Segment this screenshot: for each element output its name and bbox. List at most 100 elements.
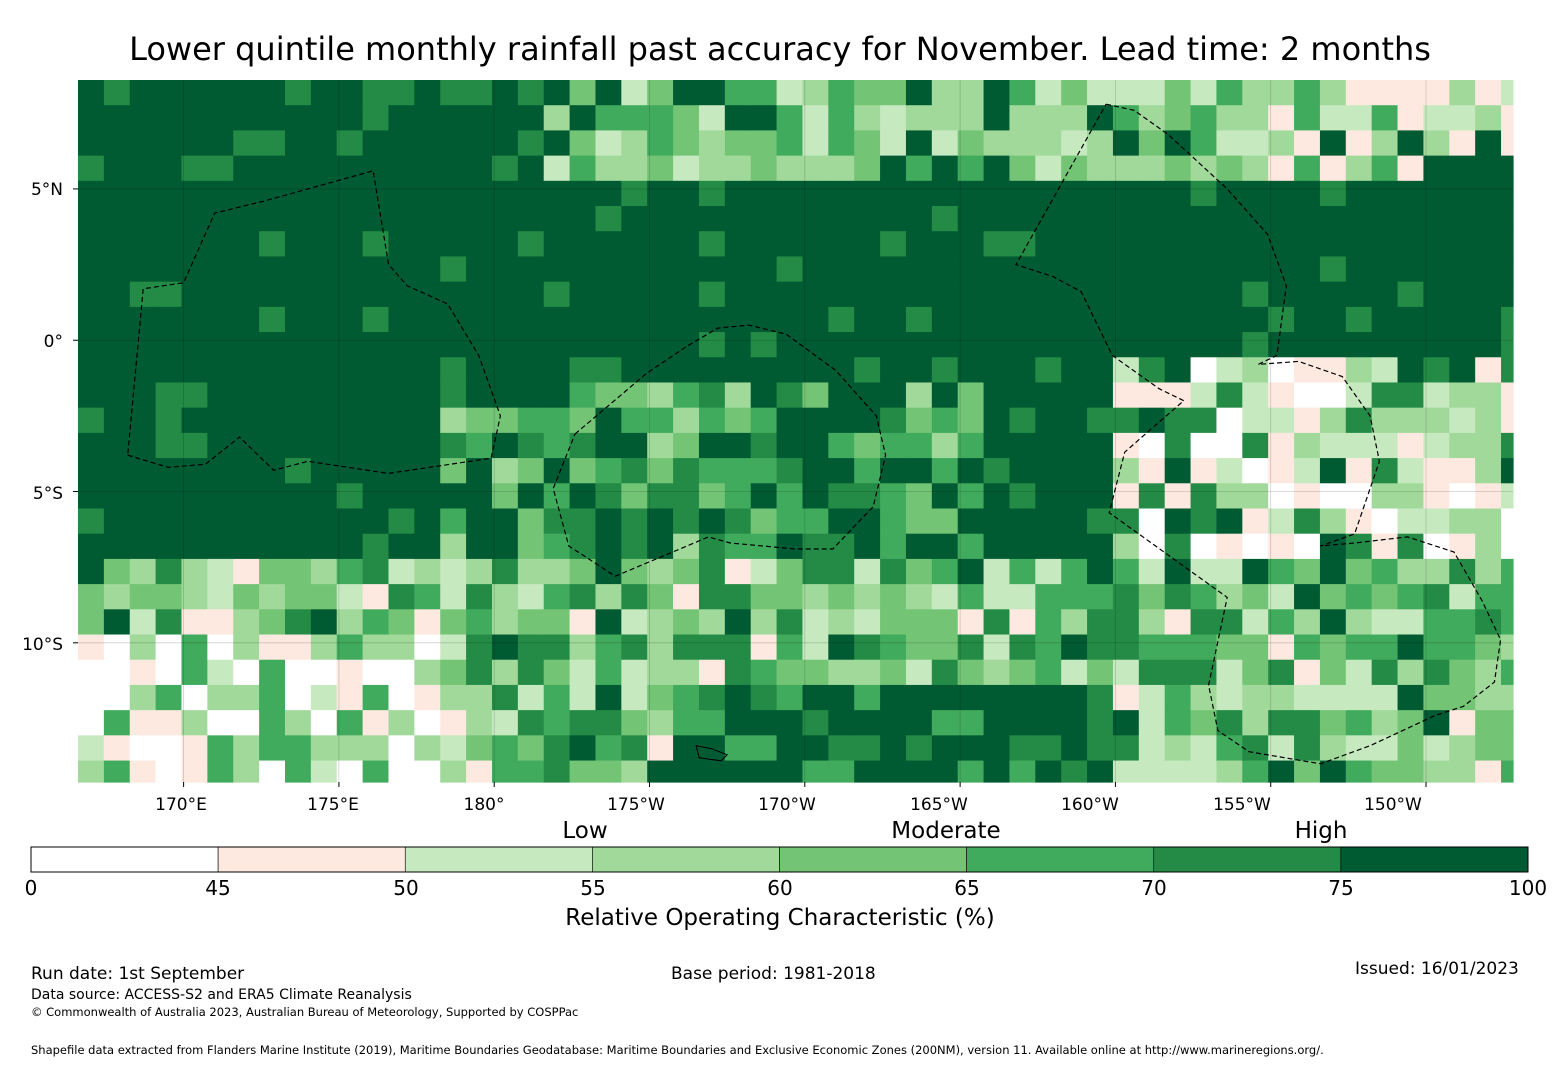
grid-cell	[698, 231, 726, 258]
grid-cell	[78, 80, 105, 106]
grid-cell	[336, 760, 364, 783]
grid-cell	[284, 760, 312, 783]
grid-cell	[1190, 281, 1218, 308]
grid-cell	[310, 306, 338, 333]
grid-cell	[233, 458, 260, 484]
grid-cell	[466, 533, 493, 560]
grid-cell	[1268, 180, 1295, 207]
grid-cell	[1061, 231, 1088, 258]
grid-cell	[155, 155, 183, 182]
grid-cell	[1268, 357, 1295, 384]
grid-cell	[1009, 659, 1036, 686]
grid-cell	[181, 231, 208, 258]
grid-cell	[362, 710, 390, 736]
grid-cell	[362, 609, 390, 636]
grid-cell	[181, 483, 208, 510]
grid-cell	[1345, 155, 1373, 182]
grid-cell	[1164, 710, 1192, 736]
grid-cell	[957, 710, 985, 736]
grid-cell	[905, 155, 933, 182]
grid-cell	[336, 508, 364, 535]
grid-cell	[698, 80, 726, 106]
grid-cell	[1294, 105, 1321, 132]
grid-cell	[259, 760, 286, 783]
grid-cell	[466, 80, 493, 106]
grid-cell	[880, 684, 907, 711]
grid-cell	[336, 584, 364, 610]
grid-cell	[1009, 382, 1036, 409]
grid-cell	[310, 558, 338, 585]
grid-cell	[155, 256, 183, 283]
grid-cell	[1319, 80, 1347, 106]
grid-cell	[931, 80, 959, 106]
grid-cell	[78, 659, 105, 686]
grid-cell	[1190, 180, 1218, 207]
grid-cell	[388, 155, 415, 182]
grid-cell	[802, 710, 829, 736]
grid-cell	[1009, 80, 1036, 106]
grid-cell	[1035, 155, 1062, 182]
grid-cell	[724, 634, 752, 661]
grid-cell	[1164, 231, 1192, 258]
grid-cell	[1087, 458, 1114, 484]
grid-cell	[880, 231, 907, 258]
grid-cell	[1190, 256, 1218, 283]
grid-cell	[336, 558, 364, 585]
grid-cell	[1319, 584, 1347, 610]
grid-cell	[233, 382, 260, 409]
grid-cell	[569, 634, 597, 661]
grid-cell	[1087, 332, 1114, 358]
grid-cell	[1138, 659, 1166, 686]
grid-cell	[284, 533, 312, 560]
grid-cell	[647, 458, 674, 484]
grid-cell	[647, 432, 674, 459]
grid-cell	[310, 609, 338, 636]
grid-cell	[233, 332, 260, 358]
grid-cell	[362, 382, 390, 409]
grid-cell	[1294, 710, 1321, 736]
grid-cell	[181, 306, 208, 333]
grid-cell	[1319, 306, 1347, 333]
grid-cell	[181, 533, 208, 560]
grid-cell	[310, 130, 338, 157]
grid-cell	[129, 306, 157, 333]
grid-cell	[724, 458, 752, 484]
grid-cell	[284, 483, 312, 510]
grid-cell	[1242, 533, 1269, 560]
grid-cell	[259, 432, 286, 459]
grid-cell	[1087, 558, 1114, 585]
grid-cell	[1009, 609, 1036, 636]
grid-cell	[103, 231, 131, 258]
grid-cell	[1268, 382, 1295, 409]
grid-cell	[103, 710, 131, 736]
grid-cell	[854, 584, 881, 610]
grid-cell	[1319, 155, 1347, 182]
grid-cell	[1268, 332, 1295, 358]
grid-cell	[103, 483, 131, 510]
grid-cell	[595, 760, 622, 783]
grid-cell	[1087, 684, 1114, 711]
grid-cell	[957, 684, 985, 711]
grid-cell	[1087, 256, 1114, 283]
grid-cell	[1242, 281, 1269, 308]
grid-cell	[181, 584, 208, 610]
grid-cell	[698, 558, 726, 585]
grid-cell	[595, 382, 622, 409]
grid-cell	[362, 483, 390, 510]
grid-cell	[517, 130, 545, 157]
grid-cell	[181, 634, 208, 661]
grid-cell	[181, 382, 208, 409]
grid-cell	[1319, 382, 1347, 409]
grid-cell	[750, 407, 778, 434]
grid-cell	[1112, 710, 1140, 736]
grid-cell	[466, 256, 493, 283]
grid-cell	[1009, 155, 1036, 182]
grid-cell	[440, 684, 467, 711]
grid-cell	[1190, 105, 1218, 132]
grid-cell	[1242, 231, 1269, 258]
grid-cell	[362, 684, 390, 711]
grid-cell	[1087, 432, 1114, 459]
grid-cell	[698, 306, 726, 333]
grid-cell	[233, 180, 260, 207]
grid-cell	[1242, 684, 1269, 711]
